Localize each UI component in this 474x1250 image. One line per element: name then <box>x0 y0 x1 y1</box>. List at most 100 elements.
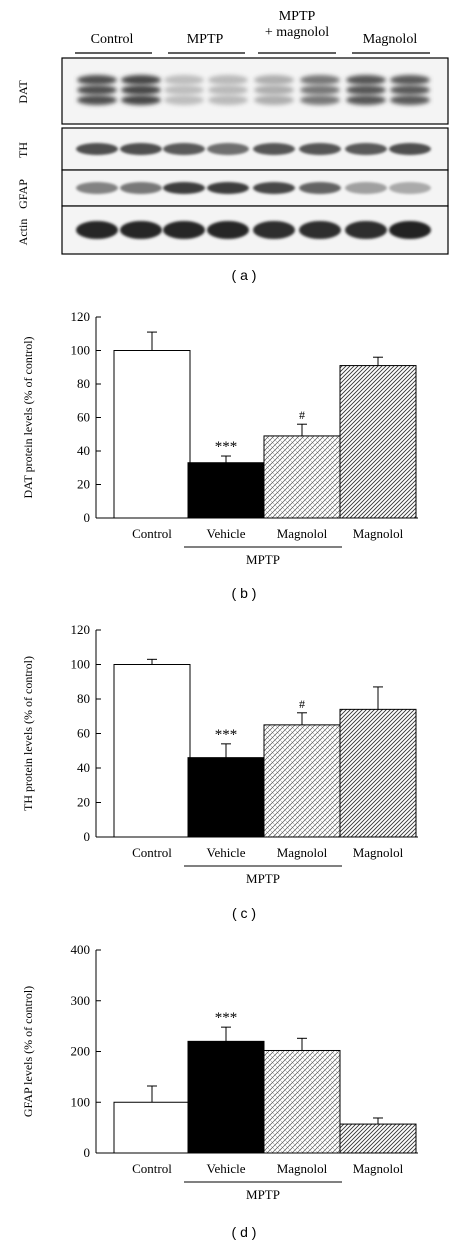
blot-band <box>390 75 430 85</box>
blot-band <box>389 182 431 194</box>
x-tick-label: Control <box>132 845 172 860</box>
blot-band <box>345 143 387 155</box>
bar <box>263 435 341 519</box>
blot-band <box>346 95 386 105</box>
blot-band <box>345 221 387 239</box>
blot-band <box>389 143 431 155</box>
blot-band <box>254 75 294 85</box>
significance-marker: # <box>299 408 305 422</box>
blot-band <box>299 143 341 155</box>
blot-band <box>163 143 205 155</box>
blot-band <box>253 221 295 239</box>
y-tick-label: 100 <box>71 343 91 358</box>
panel-label-a: ( a ) <box>232 267 257 283</box>
bar <box>113 664 191 838</box>
x-tick-label: Magnolol <box>277 845 328 860</box>
blot-group-label: + magnolol <box>265 25 329 40</box>
y-tick-label: 20 <box>77 795 90 810</box>
significance-marker: *** <box>215 439 238 455</box>
blot-band <box>208 85 248 95</box>
blot-band <box>300 85 340 95</box>
blot-band <box>300 75 340 85</box>
y-axis-label: TH protein levels (% of control) <box>21 656 35 811</box>
blot-band <box>164 95 204 105</box>
blot-row-label: DAT <box>16 80 30 104</box>
blot-band <box>77 75 117 85</box>
blot-band <box>120 143 162 155</box>
blot-group-label: MPTP <box>187 32 224 47</box>
significance-marker: # <box>299 697 305 711</box>
significance-marker: *** <box>215 727 238 743</box>
blot-strips <box>61 57 449 255</box>
y-tick-label: 100 <box>71 657 91 672</box>
blot-band <box>121 85 161 95</box>
significance-marker: *** <box>215 1010 238 1026</box>
blot-band <box>120 221 162 239</box>
y-tick-label: 100 <box>71 1094 91 1109</box>
x-tick-label: Magnolol <box>353 845 404 860</box>
y-tick-label: 0 <box>84 1145 91 1160</box>
blot-band <box>164 75 204 85</box>
blot-band <box>207 182 249 194</box>
blot-band <box>390 95 430 105</box>
blot-group-label: Control <box>91 32 134 47</box>
blot-band <box>120 182 162 194</box>
blot-band <box>77 95 117 105</box>
blot-band <box>76 143 118 155</box>
y-tick-label: 300 <box>71 993 91 1008</box>
x-tick-label: Magnolol <box>277 526 328 541</box>
bar <box>187 757 265 838</box>
chart-c: 0 20 40 60 80 100 120 TH protein levels (% of c… <box>21 622 418 886</box>
bar <box>263 1049 341 1154</box>
blot-band <box>300 95 340 105</box>
blot-band <box>299 182 341 194</box>
blot-band <box>164 85 204 95</box>
panel-label-d: ( d ) <box>232 1224 257 1240</box>
blot-band <box>77 85 117 95</box>
blot-band <box>207 143 249 155</box>
bar <box>339 365 417 519</box>
blot-group-label: MPTP <box>279 9 316 24</box>
blot-band <box>254 85 294 95</box>
blot-band <box>163 182 205 194</box>
x-tick-label: Vehicle <box>207 526 246 541</box>
bar <box>187 1040 265 1154</box>
y-tick-label: 200 <box>71 1044 91 1059</box>
chart-d: 0 100 200 300 400 GFAP levels (% of control) C… <box>21 942 418 1202</box>
blot-band <box>389 221 431 239</box>
y-axis-label: GFAP levels (% of control) <box>21 986 35 1117</box>
group-label: MPTP <box>246 552 280 567</box>
y-tick-label: 40 <box>77 760 90 775</box>
blot-band <box>163 221 205 239</box>
blot-row-label: GFAP <box>16 179 30 209</box>
blot-group-label: Magnolol <box>363 32 418 47</box>
blot-band <box>121 95 161 105</box>
blot-band <box>299 221 341 239</box>
blot-band <box>346 85 386 95</box>
chart-b: 0 20 40 60 80 100 120 DAT protein levels (% of … <box>21 309 418 567</box>
bar <box>339 1123 417 1154</box>
y-tick-label: 0 <box>84 510 91 525</box>
blot-row-labels: DAT TH GFAP Actin <box>16 80 30 246</box>
y-tick-label: 120 <box>71 622 91 637</box>
y-tick-label: 40 <box>77 443 90 458</box>
blot-band <box>121 75 161 85</box>
blot-band <box>76 221 118 239</box>
x-tick-label: Magnolol <box>353 526 404 541</box>
y-tick-label: 0 <box>84 829 91 844</box>
blot-band <box>253 182 295 194</box>
blot-band <box>254 95 294 105</box>
bar <box>187 462 265 519</box>
panel-label-c: ( c ) <box>232 905 256 921</box>
x-tick-label: Magnolol <box>353 1161 404 1176</box>
group-label: MPTP <box>246 871 280 886</box>
y-tick-label: 400 <box>71 942 91 957</box>
blot-band <box>208 95 248 105</box>
y-tick-label: 20 <box>77 477 90 492</box>
x-tick-label: Vehicle <box>207 845 246 860</box>
bar <box>339 708 417 838</box>
group-label: MPTP <box>246 1187 280 1202</box>
